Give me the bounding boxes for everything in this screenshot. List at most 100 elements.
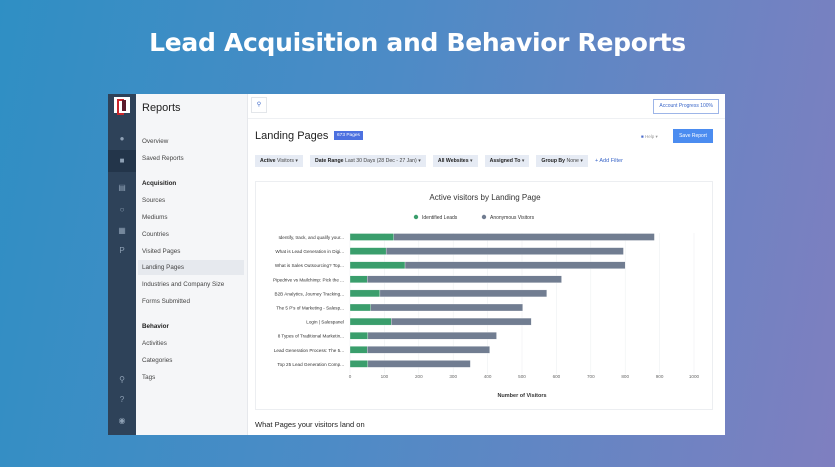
y-tick-label: Identify, track, and qualify your... (278, 235, 344, 240)
bar-anonymous (367, 332, 497, 340)
bar-identified (349, 332, 369, 340)
bar-identified (349, 317, 392, 326)
sidebar-item[interactable]: Landing Pages (138, 260, 244, 275)
sidebar-title: Reports (142, 102, 181, 114)
bar-identified (349, 261, 406, 269)
y-tick-label: Top 25 Lead Generation Comp... (277, 362, 344, 367)
bar-identified (349, 275, 368, 283)
page-title: Landing Pages (255, 130, 329, 142)
bar-chart: Active visitors by Landing Page Identifie… (273, 193, 700, 399)
x-tick-label: 900 (656, 374, 664, 379)
legend-label: Identified Leads (422, 215, 458, 221)
grid-icon[interactable]: ▦ (118, 226, 126, 235)
sidebar-item[interactable]: Sources (142, 197, 166, 204)
pages-count-badge: 673 Pages (334, 131, 363, 140)
chevron-down-icon: ▾ (293, 158, 298, 164)
user-icon[interactable]: ◉ (118, 416, 126, 425)
filter-value: None (565, 158, 579, 164)
bar-anonymous (367, 360, 471, 368)
bar-anonymous (385, 247, 624, 255)
folder-icon[interactable]: ■ (108, 150, 136, 172)
search-button[interactable]: ⚲ (251, 97, 267, 113)
x-tick-label: 800 (621, 374, 629, 379)
sidebar-item[interactable]: Mediums (142, 214, 168, 221)
filter-dropdown[interactable]: Date Range Last 30 Days (28 Dec - 27 Jan… (309, 155, 426, 167)
chevron-down-icon: ▾ (520, 158, 525, 164)
top-bar: ⚲ Account Progress 100% (248, 94, 725, 119)
bar-anonymous (379, 289, 547, 298)
x-tick-label: 600 (553, 374, 561, 379)
chart-title: Active visitors by Landing Page (429, 193, 541, 202)
sidebar-item[interactable]: Visited Pages (142, 248, 181, 255)
logo (114, 97, 130, 115)
search-icon[interactable]: ⚲ (119, 375, 125, 384)
x-tick-label: 200 (415, 374, 423, 379)
sidebar-item[interactable]: Tags (142, 374, 156, 381)
x-tick-label: 700 (587, 374, 595, 379)
y-tick-label: 8 Types of Traditional Marketin... (278, 334, 344, 339)
x-tick-label: 300 (449, 374, 457, 379)
filter-name: Assigned To (489, 158, 521, 164)
filter-name: All Websites (437, 158, 469, 164)
filter-dropdown[interactable]: Assigned To ▾ (484, 155, 530, 167)
filter-value: Visitors (275, 158, 294, 164)
help-label: Help (644, 134, 655, 139)
sidebar-item[interactable]: Activities (142, 340, 167, 347)
bar-identified (349, 247, 387, 255)
x-tick-label: 400 (484, 374, 492, 379)
chevron-down-icon: ▾ (416, 158, 421, 164)
bar-identified (349, 360, 369, 368)
y-tick-label: B2B Analytics, Journey Tracking... (275, 291, 344, 296)
main-content: ⚲ Account Progress 100% Landing Pages 67… (248, 94, 725, 435)
x-tick-label: 500 (518, 374, 526, 379)
filter-bar: Active Visitors ▾ Date Range Last 30 Days… (255, 155, 623, 167)
hero-title: Lead Acquisition and Behavior Reports (149, 28, 686, 57)
section-heading: What Pages your visitors land on (255, 420, 365, 429)
bar-anonymous (367, 275, 562, 283)
bar-anonymous (370, 303, 523, 312)
sidebar-section-header: Acquisition (142, 180, 177, 187)
x-tick-label: 0 (349, 374, 352, 379)
filter-name: Group By (541, 158, 566, 164)
x-tick-label: 1000 (689, 374, 700, 379)
app-window: ● ■ ▤ ○ ▦ P ⚲ ? ◉ Reports Overview Saved … (108, 94, 725, 435)
y-tick-label: What is Sales Outsourcing? Top... (275, 263, 344, 268)
add-filter-button[interactable]: + Add Filter (594, 158, 623, 164)
y-tick-label: Login | Salespanel (306, 320, 344, 325)
bar-identified (349, 346, 368, 354)
sidebar-item[interactable]: Saved Reports (142, 155, 184, 162)
bar-identified (349, 233, 394, 241)
chevron-down-icon: ▾ (578, 158, 583, 164)
bar-anonymous (367, 346, 490, 354)
sidebar-item[interactable]: Industries and Company Size (142, 281, 225, 288)
p-icon[interactable]: P (119, 246, 125, 255)
bar-anonymous (393, 233, 655, 241)
y-tick-label: What is Lead Generation in Digi... (275, 249, 344, 254)
account-progress-button[interactable]: Account Progress 100% (653, 99, 719, 114)
sidebar-item[interactable]: Categories (142, 357, 173, 364)
legend-label: Anonymous Visitors (490, 215, 535, 221)
save-report-button[interactable]: Save Report (673, 129, 713, 143)
reports-sidebar: Reports Overview Saved Reports Acquisition… (136, 94, 248, 435)
sidebar-item[interactable]: Overview (142, 138, 169, 145)
table-icon[interactable]: ▤ (118, 183, 126, 192)
legend-marker (413, 214, 419, 220)
clock-icon[interactable]: ○ (119, 205, 125, 214)
sidebar-section-header: Behavior (142, 323, 169, 330)
users-icon[interactable]: ● (119, 134, 125, 143)
sidebar-item[interactable]: Forms Submitted (142, 298, 190, 305)
y-tick-label: Pipedrive vs Mailchimp: Pick the ... (273, 277, 344, 282)
y-tick-label: The 5 P's of Marketing - Salesp... (276, 306, 344, 311)
chart-card: Active visitors by Landing Page Identifie… (255, 181, 713, 410)
filter-dropdown[interactable]: All Websites ▾ (432, 155, 478, 167)
filter-dropdown[interactable]: Group By None ▾ (536, 155, 588, 167)
help-dropdown[interactable]: ■ Help ▾ (641, 134, 658, 139)
x-axis-label: Number of Visitors (497, 393, 546, 399)
help-icon[interactable]: ? (119, 395, 125, 404)
sidebar-item[interactable]: Countries (142, 231, 169, 238)
y-tick-label: Lead Generation Process: The 5... (274, 348, 344, 353)
bar-identified (349, 289, 381, 298)
filter-value: Last 30 Days (28 Dec - 27 Jan) (343, 158, 417, 164)
x-tick-label: 100 (381, 374, 389, 379)
filter-dropdown[interactable]: Active Visitors ▾ (255, 155, 303, 167)
